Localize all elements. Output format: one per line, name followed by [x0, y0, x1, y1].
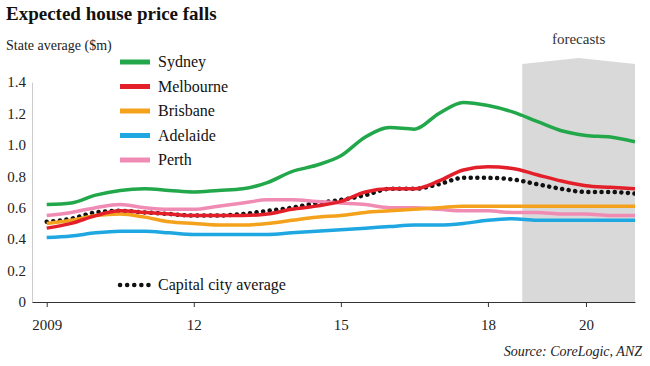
x-tick-label: 15 — [334, 317, 349, 333]
x-tick: 20 — [579, 302, 594, 333]
y-tick: 0.6 — [7, 200, 32, 216]
source: Source: CoreLogic, ANZ — [504, 344, 643, 359]
y-tick-label: 1.4 — [7, 74, 26, 90]
subtitle: State average ($m) — [6, 38, 112, 54]
x-tick-mark — [586, 302, 587, 307]
forecast-region — [522, 58, 635, 302]
legend-label: Capital city average — [158, 276, 286, 294]
x-axis: 2009 12 15 18 20 — [32, 302, 635, 333]
x-tick-mark — [194, 302, 195, 307]
y-tick-label: 0.6 — [7, 200, 26, 216]
y-tick-label: 0.8 — [7, 169, 26, 185]
y-tick: 1.4 — [7, 74, 32, 90]
x-tick: 12 — [187, 302, 202, 333]
x-tick-mark — [341, 302, 342, 307]
y-tick: 1.2 — [7, 106, 32, 122]
legend: Sydney Melbourne Brisbane Adelaide Perth Capi… — [120, 53, 286, 294]
y-axis: 0 0.2 0.4 0.6 0.8 1.0 1.2 1.4 — [7, 74, 32, 310]
series-line — [47, 219, 635, 238]
x-tick-mark — [488, 302, 489, 307]
x-tick-label: 12 — [187, 317, 202, 333]
x-tick: 2009 — [32, 302, 62, 333]
x-tick-mark — [47, 302, 48, 307]
legend-swatch — [120, 158, 150, 163]
y-tick-label: 1.0 — [7, 137, 26, 153]
y-tick-label: 0.2 — [7, 263, 26, 279]
legend-swatch — [120, 283, 150, 288]
y-tick: 0.8 — [7, 169, 32, 185]
series-line — [47, 206, 635, 225]
legend-label: Brisbane — [158, 102, 215, 119]
y-tick-label: 0.4 — [7, 231, 26, 247]
x-tick: 18 — [481, 302, 496, 333]
x-tick: 15 — [334, 302, 349, 333]
y-tick: 0 — [19, 294, 33, 310]
chart-container: forecasts 0 0.2 0.4 0.6 0.8 1.0 1.2 1.4 2009 12 15 1… — [0, 0, 650, 366]
lines — [47, 102, 635, 237]
legend-label: Sydney — [158, 53, 206, 71]
x-axis-line — [33, 302, 636, 303]
y-tick-label: 0 — [19, 294, 27, 310]
title: Expected house price falls — [6, 3, 217, 24]
annotation-text: forecasts — [552, 31, 605, 47]
y-tick-label: 1.2 — [7, 106, 26, 122]
y-tick: 1.0 — [7, 137, 32, 153]
y-tick: 0.4 — [7, 231, 32, 247]
chart-svg: forecasts 0 0.2 0.4 0.6 0.8 1.0 1.2 1.4 2009 12 15 1… — [0, 0, 650, 366]
forecast-band — [522, 58, 635, 302]
legend-label: Adelaide — [158, 127, 216, 144]
legend-swatch — [120, 133, 150, 138]
y-axis-line — [32, 83, 33, 303]
legend-swatch — [120, 84, 150, 89]
legend-label: Perth — [158, 151, 192, 168]
series-line — [47, 167, 635, 228]
x-tick-label: 18 — [481, 317, 496, 333]
x-tick-label: 20 — [579, 317, 594, 333]
legend-swatch — [120, 109, 150, 114]
legend-label: Melbourne — [158, 78, 228, 95]
series-line — [47, 102, 635, 204]
x-tick-label: 2009 — [32, 317, 62, 333]
legend-swatch — [120, 60, 150, 65]
y-tick: 0.2 — [7, 263, 32, 279]
